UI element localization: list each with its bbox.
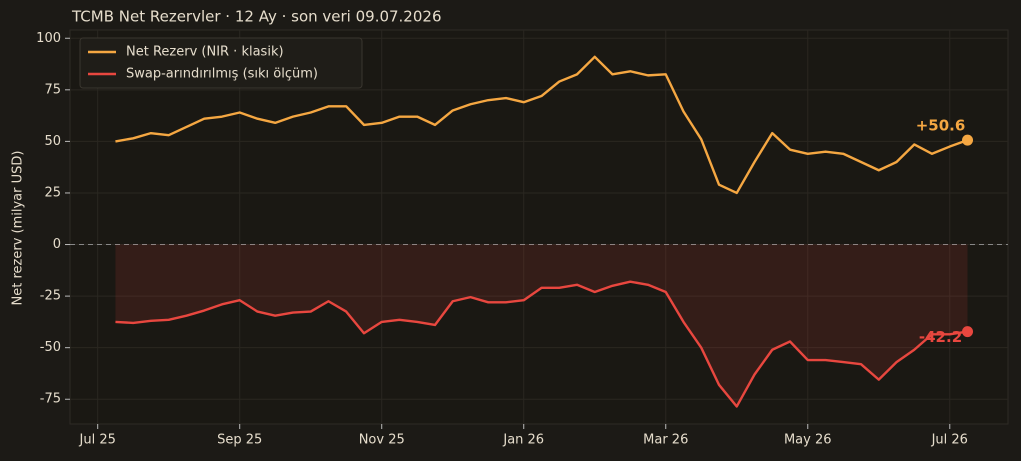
x-tick-label: Nov 25 xyxy=(359,433,405,448)
legend-label: Swap-arındırılmış (sıkı ölçüm) xyxy=(126,67,318,82)
y-tick-label: 0 xyxy=(53,237,61,252)
x-tick-label: May 26 xyxy=(784,433,832,448)
chart-title: TCMB Net Rezervler · 12 Ay · son veri 09… xyxy=(71,8,442,26)
x-tick-label: Jul 25 xyxy=(79,433,116,448)
x-tick-label: Mar 26 xyxy=(643,433,688,448)
y-tick-label: -75 xyxy=(40,392,61,407)
x-tick-label: Sep 25 xyxy=(217,433,262,448)
y-axis-label: Net rezerv (milyar USD) xyxy=(11,151,26,306)
x-tick-label: Jan 26 xyxy=(502,433,544,448)
x-tick-label: Jul 26 xyxy=(931,433,968,448)
end-point xyxy=(962,326,974,338)
end-label: +50.6 xyxy=(916,117,966,135)
end-point xyxy=(962,134,974,146)
legend-label: Net Rezerv (NIR · klasik) xyxy=(126,45,284,60)
y-tick-label: 100 xyxy=(36,31,61,46)
end-label: -42.2 xyxy=(919,328,962,346)
y-tick-label: 25 xyxy=(44,185,61,200)
legend-box xyxy=(79,37,363,89)
y-tick-label: 75 xyxy=(44,82,61,97)
y-tick-label: -25 xyxy=(40,289,61,304)
line xyxy=(115,55,968,195)
area xyxy=(115,244,968,407)
y-tick-label: -50 xyxy=(40,340,61,355)
y-tick-label: 50 xyxy=(44,134,61,149)
line xyxy=(115,280,968,408)
